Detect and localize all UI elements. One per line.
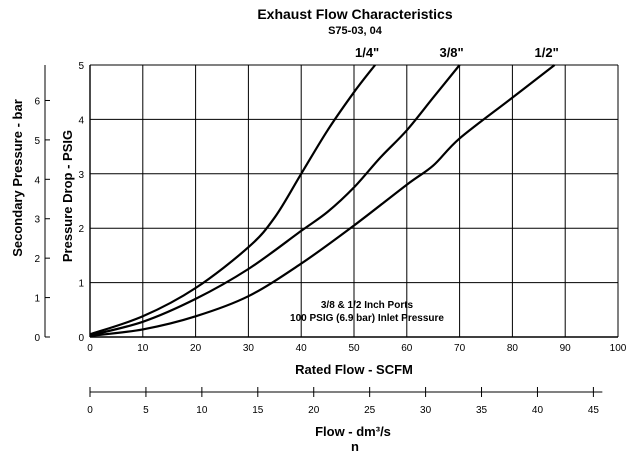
x-axis-label: Rated Flow - SCFM (295, 362, 413, 377)
curve-3-8 (89, 64, 461, 337)
secondary-x-axis-label: Flow - dm³/s (315, 424, 391, 439)
annotation-line-2: 100 PSIG (6.9 bar) Inlet Pressure (290, 313, 444, 324)
flow-dm3s-axis: 0 5 10 15 20 25 30 35 40 45 (87, 387, 603, 416)
secondary-y-tick-label: 3 (34, 215, 40, 226)
curve-1-4 (89, 64, 376, 336)
secondary-y-tick-label: 0 (34, 333, 40, 344)
secondary-x-tick-label: 20 (308, 405, 320, 416)
chart-subtitle: S75-03, 04 (328, 25, 383, 37)
annotation-line-1: 3/8 & 1/2 Inch Ports (321, 300, 414, 311)
secondary-y-tick-label: 6 (34, 96, 40, 107)
secondary-y-tick-label: 4 (34, 175, 40, 186)
secondary-x-tick-label: 30 (420, 405, 432, 416)
x-tick-label: 80 (507, 343, 519, 354)
x-tick-label: 60 (401, 343, 413, 354)
secondary-y-axis-label: Secondary Pressure - bar (10, 99, 25, 257)
secondary-x-tick-label: 35 (476, 405, 488, 416)
secondary-x-tick-label: 5 (143, 405, 149, 416)
curve-label-3-8: 3/8" (439, 45, 463, 60)
curve-label-1-2: 1/2" (535, 45, 559, 60)
curve-1-2 (89, 64, 556, 337)
x-tick-label: 70 (454, 343, 466, 354)
secondary-x-tick-label: 0 (87, 405, 93, 416)
x-tick-label: 50 (348, 343, 360, 354)
y-tick-label: 1 (78, 279, 84, 290)
secondary-x-tick-label: 40 (532, 405, 544, 416)
secondary-x-axis-sub: n (351, 439, 359, 454)
secondary-x-tick-label: 15 (252, 405, 264, 416)
x-tick-label: 100 (610, 343, 626, 354)
x-tick-label: 90 (560, 343, 572, 354)
curve-label-1-4: 1/4" (355, 45, 379, 60)
x-tick-label: 10 (137, 343, 149, 354)
x-tick-label: 20 (190, 343, 202, 354)
y-tick-label: 4 (78, 115, 84, 126)
x-tick-label: 0 (87, 343, 93, 354)
flow-curves: 1/4" 3/8" 1/2" (89, 45, 559, 337)
secondary-x-tick-label: 45 (588, 405, 600, 416)
y-tick-label: 2 (78, 224, 84, 235)
y-axis-label: Pressure Drop - PSIG (60, 130, 75, 262)
tick-labels: 0 10 20 30 40 50 60 70 80 90 100 0 1 2 3 4 5 (78, 61, 626, 354)
secondary-y-tick-label: 1 (34, 294, 40, 305)
secondary-y-tick-label: 2 (34, 254, 40, 265)
x-tick-label: 40 (296, 343, 308, 354)
secondary-x-tick-label: 10 (196, 405, 208, 416)
secondary-y-tick-label: 5 (34, 136, 40, 147)
x-tick-label: 30 (243, 343, 255, 354)
y-tick-label: 0 (78, 333, 84, 344)
y-tick-label: 5 (78, 61, 84, 72)
secondary-pressure-axis: 0 1 2 3 4 5 6 (34, 65, 50, 344)
y-tick-label: 3 (78, 170, 84, 181)
secondary-x-tick-label: 25 (364, 405, 376, 416)
chart-title: Exhaust Flow Characteristics (257, 6, 453, 22)
plot-grid (89, 64, 619, 338)
